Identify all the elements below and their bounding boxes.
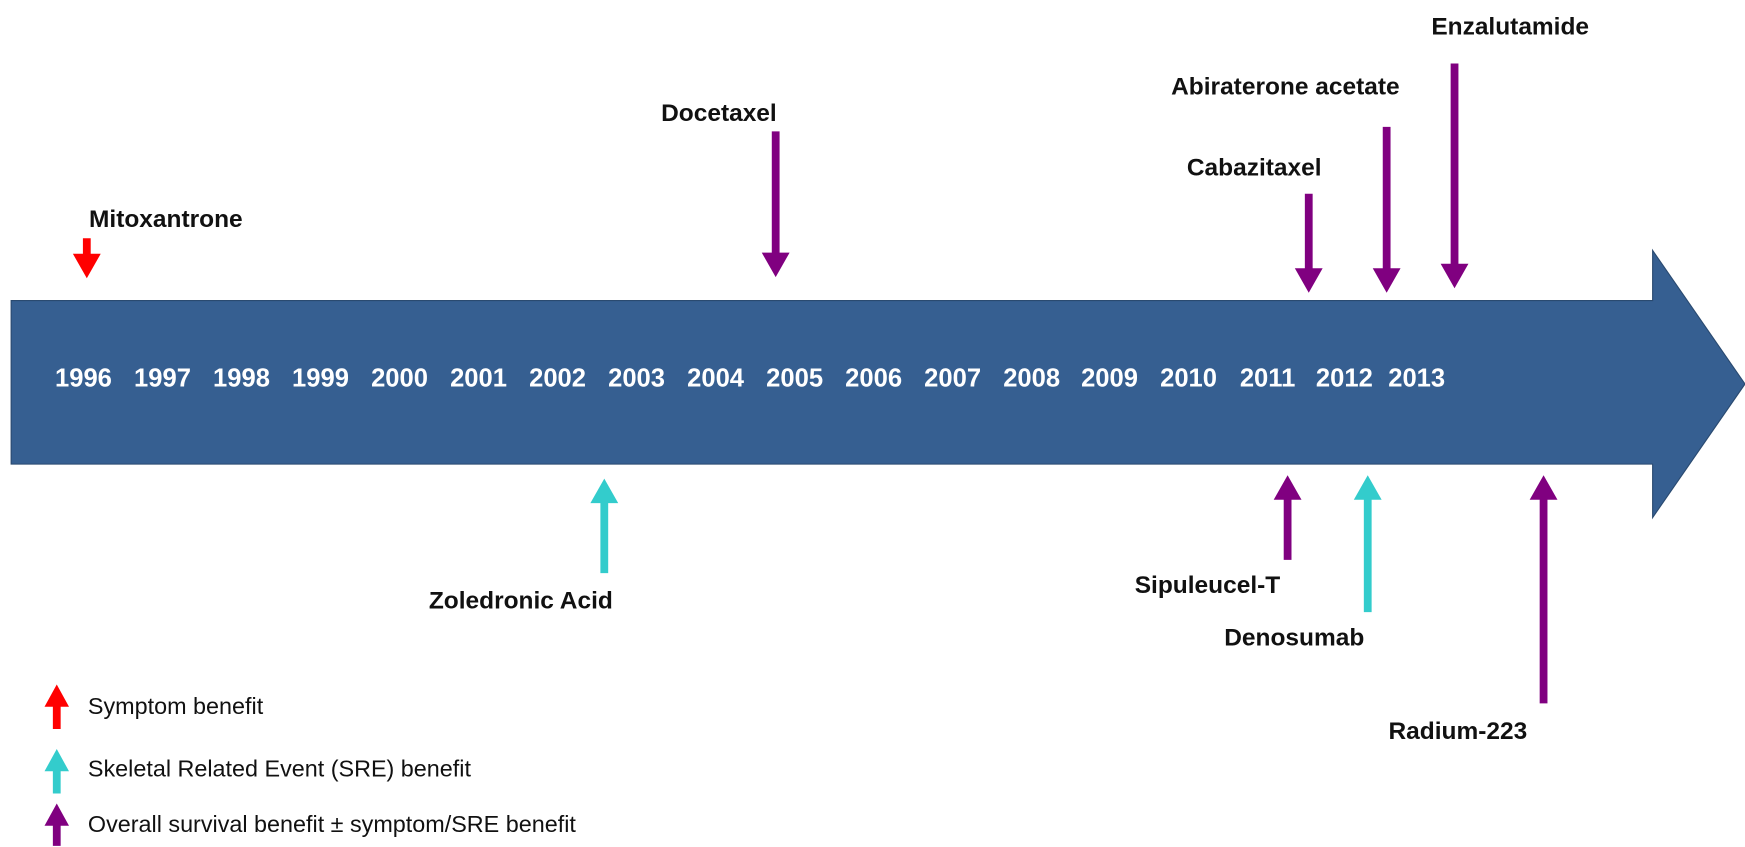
year-label: 2000	[371, 364, 428, 392]
event-label: Radium-223	[1389, 718, 1528, 745]
event-label: Sipuleucel-T	[1135, 572, 1281, 599]
event-label: Cabazitaxel	[1187, 155, 1322, 182]
year-label: 2013	[1388, 364, 1445, 392]
year-label: 2001	[450, 364, 507, 392]
year-label: 2006	[845, 364, 902, 392]
event-label: Docetaxel	[661, 100, 777, 127]
legend-arrow	[44, 749, 69, 794]
year-label: 2005	[766, 364, 823, 392]
event-arrow	[72, 238, 101, 279]
year-label: 2010	[1160, 364, 1217, 392]
timeline-band	[10, 248, 1745, 520]
event-label: Abiraterone acetate	[1171, 73, 1399, 100]
event-arrow	[1372, 126, 1401, 293]
event-arrow	[1294, 193, 1323, 293]
year-label: 2011	[1240, 364, 1296, 392]
legend-arrow	[44, 684, 69, 729]
year-label: 2003	[608, 364, 665, 392]
year-label: 2004	[687, 364, 745, 392]
year-label: 1998	[213, 364, 270, 392]
event-arrow	[1529, 475, 1558, 704]
year-label: 2012	[1316, 364, 1373, 392]
event-label: Mitoxantrone	[89, 206, 243, 233]
event-label: Enzalutamide	[1431, 13, 1589, 40]
year-label: 2002	[529, 364, 586, 392]
event-arrow	[761, 131, 790, 278]
legend-label: Symptom benefit	[88, 693, 264, 719]
year-label: 1997	[134, 364, 191, 392]
year-label: 2008	[1003, 364, 1060, 392]
event-arrow	[590, 478, 619, 574]
legend-arrow	[44, 803, 69, 846]
year-label: 1999	[292, 364, 349, 392]
event-arrow	[1353, 475, 1382, 613]
event-arrow	[1440, 63, 1469, 289]
year-label: 2009	[1081, 364, 1138, 392]
legend-label: Overall survival benefit ± symptom/SRE b…	[88, 811, 576, 837]
year-label: 2007	[924, 364, 981, 392]
legend-label: Skeletal Related Event (SRE) benefit	[88, 755, 472, 781]
event-label: Zoledronic Acid	[429, 588, 613, 615]
year-label: 1996	[55, 364, 112, 392]
event-arrow	[1273, 475, 1302, 560]
event-label: Denosumab	[1224, 624, 1364, 651]
